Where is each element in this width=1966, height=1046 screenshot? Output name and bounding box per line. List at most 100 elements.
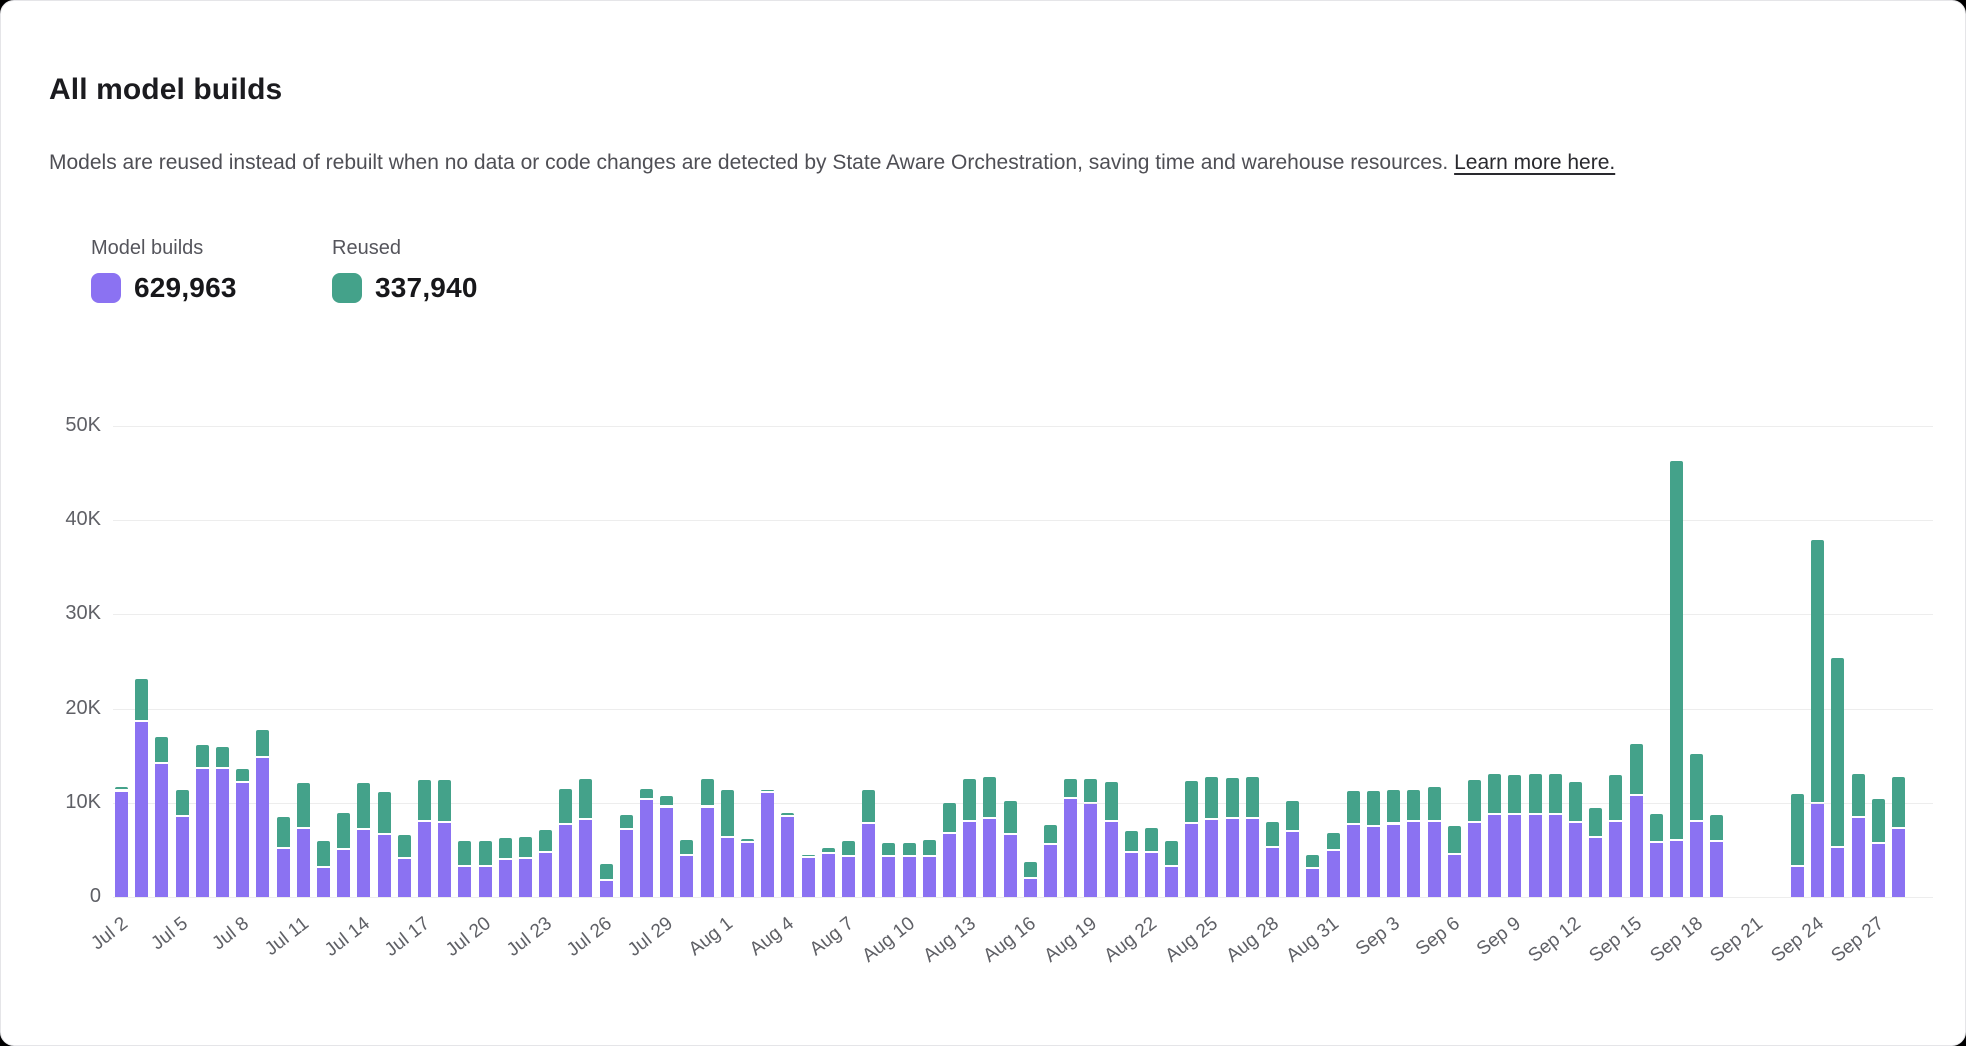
reused-bar-segment[interactable] <box>1306 855 1320 867</box>
reused-bar-segment[interactable] <box>1528 773 1542 814</box>
model-builds-bar-segment[interactable] <box>478 866 492 897</box>
model-builds-bar-segment[interactable] <box>1508 815 1522 897</box>
reused-bar-segment[interactable] <box>1144 828 1158 851</box>
model-builds-bar-segment[interactable] <box>175 816 189 897</box>
reused-bar-segment[interactable] <box>862 789 876 822</box>
model-builds-bar-segment[interactable] <box>1548 815 1562 897</box>
model-builds-bar-segment[interactable] <box>559 825 573 897</box>
reused-bar-segment[interactable] <box>983 777 997 817</box>
model-builds-bar-segment[interactable] <box>1043 845 1057 897</box>
model-builds-bar-segment[interactable] <box>1427 821 1441 897</box>
reused-bar-segment[interactable] <box>902 843 916 856</box>
reused-bar-segment[interactable] <box>518 836 532 858</box>
reused-bar-segment[interactable] <box>1043 825 1057 844</box>
reused-bar-segment[interactable] <box>1851 773 1865 816</box>
model-builds-bar-segment[interactable] <box>397 859 411 897</box>
model-builds-bar-segment[interactable] <box>1629 796 1643 897</box>
reused-bar-segment[interactable] <box>1508 775 1522 814</box>
model-builds-bar-segment[interactable] <box>438 822 452 897</box>
reused-bar-segment[interactable] <box>175 789 189 815</box>
model-builds-bar-segment[interactable] <box>1447 854 1461 897</box>
reused-bar-segment[interactable] <box>1064 779 1078 797</box>
reused-bar-segment[interactable] <box>821 847 835 852</box>
reused-bar-segment[interactable] <box>882 843 896 856</box>
model-builds-bar-segment[interactable] <box>660 807 674 897</box>
model-builds-bar-segment[interactable] <box>1326 850 1340 897</box>
model-builds-bar-segment[interactable] <box>518 859 532 897</box>
reused-bar-segment[interactable] <box>397 834 411 858</box>
reused-bar-segment[interactable] <box>640 788 653 798</box>
reused-bar-segment[interactable] <box>1629 744 1643 795</box>
model-builds-bar-segment[interactable] <box>337 849 351 897</box>
model-builds-bar-segment[interactable] <box>579 819 593 897</box>
reused-bar-segment[interactable] <box>1649 814 1663 842</box>
reused-bar-segment[interactable] <box>700 779 714 806</box>
reused-bar-segment[interactable] <box>438 780 452 821</box>
model-builds-bar-segment[interactable] <box>862 823 876 897</box>
reused-bar-segment[interactable] <box>1710 814 1724 841</box>
model-builds-bar-segment[interactable] <box>1104 821 1118 897</box>
reused-bar-segment[interactable] <box>216 747 229 767</box>
model-builds-bar-segment[interactable] <box>1165 866 1178 897</box>
reused-bar-segment[interactable] <box>1427 786 1441 820</box>
reused-bar-segment[interactable] <box>1871 798 1885 843</box>
model-builds-bar-segment[interactable] <box>1286 832 1300 897</box>
model-builds-bar-segment[interactable] <box>1245 818 1259 897</box>
reused-bar-segment[interactable] <box>1447 826 1461 853</box>
model-builds-bar-segment[interactable] <box>720 837 734 897</box>
reused-bar-segment[interactable] <box>942 802 956 832</box>
reused-bar-segment[interactable] <box>1104 782 1118 820</box>
model-builds-bar-segment[interactable] <box>1064 799 1078 897</box>
reused-bar-segment[interactable] <box>1609 775 1623 820</box>
model-builds-bar-segment[interactable] <box>1266 848 1279 897</box>
reused-bar-segment[interactable] <box>680 840 694 854</box>
model-builds-bar-segment[interactable] <box>680 855 694 897</box>
reused-bar-segment[interactable] <box>1367 791 1380 826</box>
model-builds-bar-segment[interactable] <box>1871 844 1885 897</box>
reused-bar-segment[interactable] <box>741 839 754 842</box>
reused-bar-segment[interactable] <box>1225 778 1239 817</box>
reused-bar-segment[interactable] <box>195 745 209 767</box>
reused-bar-segment[interactable] <box>1548 773 1562 814</box>
reused-bar-segment[interactable] <box>1669 460 1683 840</box>
reused-bar-segment[interactable] <box>922 840 936 856</box>
reused-bar-segment[interactable] <box>135 679 149 720</box>
model-builds-bar-segment[interactable] <box>882 857 896 897</box>
reused-bar-segment[interactable] <box>337 813 351 848</box>
model-builds-bar-segment[interactable] <box>195 768 209 897</box>
model-builds-bar-segment[interactable] <box>216 768 229 897</box>
reused-bar-segment[interactable] <box>1124 830 1138 851</box>
reused-bar-segment[interactable] <box>761 790 775 792</box>
reused-bar-segment[interactable] <box>1387 790 1401 823</box>
reused-bar-segment[interactable] <box>1831 657 1845 846</box>
reused-bar-segment[interactable] <box>1690 753 1704 820</box>
model-builds-bar-segment[interactable] <box>1346 825 1360 897</box>
reused-bar-segment[interactable] <box>1346 791 1360 824</box>
reused-bar-segment[interactable] <box>963 779 977 820</box>
reused-bar-segment[interactable] <box>1245 777 1259 817</box>
reused-bar-segment[interactable] <box>1165 841 1178 865</box>
reused-bar-segment[interactable] <box>296 782 310 828</box>
model-builds-bar-segment[interactable] <box>296 829 310 897</box>
reused-bar-segment[interactable] <box>357 782 371 829</box>
model-builds-bar-segment[interactable] <box>1488 815 1502 897</box>
model-builds-bar-segment[interactable] <box>1528 815 1542 897</box>
model-builds-bar-segment[interactable] <box>841 857 855 897</box>
model-builds-bar-segment[interactable] <box>458 866 472 897</box>
model-builds-bar-segment[interactable] <box>1851 817 1865 897</box>
model-builds-bar-segment[interactable] <box>357 830 371 897</box>
reused-bar-segment[interactable] <box>660 796 674 806</box>
reused-bar-segment[interactable] <box>720 789 734 836</box>
reused-bar-segment[interactable] <box>781 813 795 815</box>
model-builds-bar-segment[interactable] <box>1669 841 1683 897</box>
model-builds-bar-segment[interactable] <box>417 821 431 897</box>
reused-bar-segment[interactable] <box>1407 789 1421 820</box>
model-builds-bar-segment[interactable] <box>821 853 835 897</box>
reused-bar-segment[interactable] <box>1488 773 1502 814</box>
reused-bar-segment[interactable] <box>1286 800 1300 830</box>
model-builds-bar-segment[interactable] <box>155 764 169 897</box>
reused-bar-segment[interactable] <box>1892 777 1905 828</box>
model-builds-bar-segment[interactable] <box>801 858 815 897</box>
reused-bar-segment[interactable] <box>1084 779 1098 802</box>
model-builds-bar-segment[interactable] <box>1811 803 1825 897</box>
